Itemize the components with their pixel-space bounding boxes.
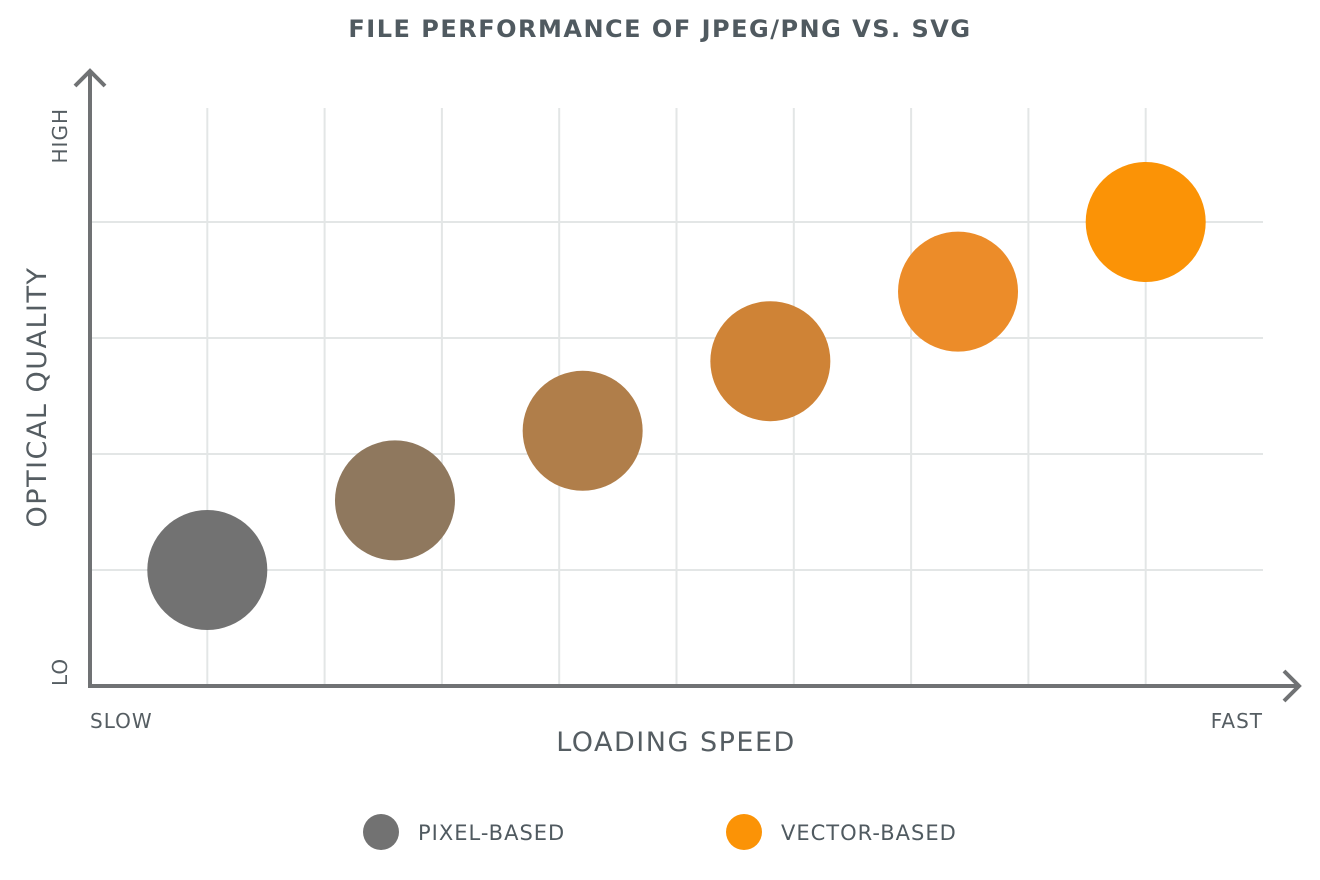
y-tick-high: HIGH: [48, 108, 72, 163]
legend-marker-vector-based: [726, 814, 762, 850]
data-point-bubble-1: [147, 510, 268, 630]
data-point-bubble-6: [1085, 162, 1206, 282]
y-axis-arrow-icon: [73, 68, 107, 88]
axes: [73, 68, 1302, 703]
data-point-bubble-5: [898, 231, 1019, 352]
y-tick-low: LO: [48, 658, 72, 686]
data-point-bubble-2: [334, 440, 455, 561]
data-point-bubble-4: [710, 301, 831, 422]
grid: [90, 108, 1263, 686]
x-tick-high: FAST: [1211, 709, 1263, 733]
chart-title: FILE PERFORMANCE OF JPEG/PNG VS. SVG: [348, 15, 971, 43]
legend-marker-pixel-based: [363, 814, 399, 850]
legend: PIXEL-BASED VECTOR-BASED: [363, 814, 957, 850]
data-point-bubble-3: [522, 370, 643, 491]
legend-label-vector-based: VECTOR-BASED: [781, 821, 957, 845]
x-axis-arrow-icon: [1282, 669, 1302, 703]
x-tick-low: SLOW: [90, 709, 153, 733]
y-axis-label: OPTICAL QUALITY: [22, 267, 53, 528]
legend-label-pixel-based: PIXEL-BASED: [418, 821, 565, 845]
data-points: [147, 162, 1206, 630]
x-axis-label: LOADING SPEED: [556, 727, 796, 758]
